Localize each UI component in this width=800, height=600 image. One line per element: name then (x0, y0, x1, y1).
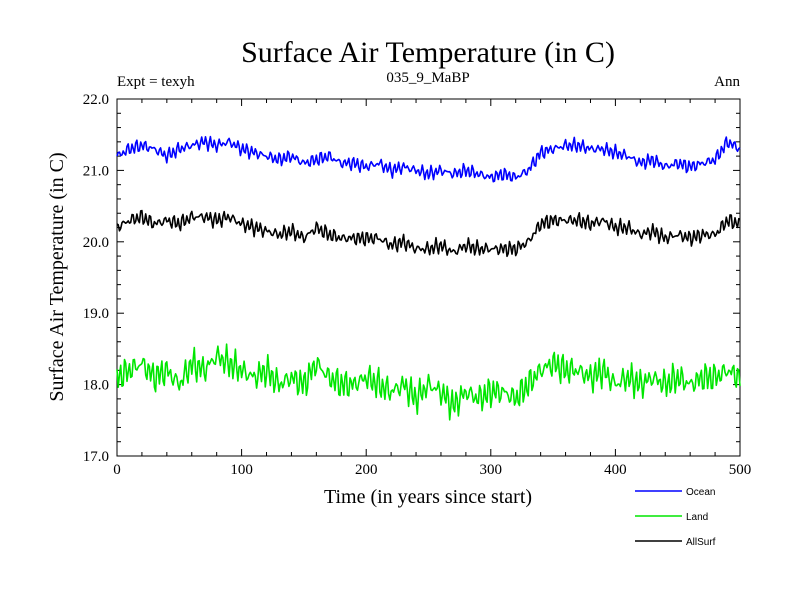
y-tick-label: 21.0 (83, 163, 109, 179)
x-tick-label: 400 (604, 462, 627, 478)
x-axis-label: Time (in years since start) (324, 486, 532, 508)
series-line-ocean (116, 135, 741, 183)
y-tick-label: 22.0 (83, 92, 109, 108)
chart-subtitle: 035_9_MaBP (386, 70, 469, 86)
period-label: Ann (714, 74, 740, 90)
legend-label-ocean: Ocean (686, 487, 715, 498)
x-tick-label: 0 (113, 462, 121, 478)
legend: Ocean Land AllSurf (635, 487, 716, 548)
legend-label-allsurf: AllSurf (686, 537, 716, 548)
y-tick-label: 19.0 (83, 306, 109, 322)
legend-label-land: Land (686, 512, 708, 523)
plot-frame (116, 98, 741, 457)
plot-area (116, 135, 741, 421)
x-tick-label: 300 (480, 462, 503, 478)
experiment-label: Expt = texyh (117, 74, 195, 90)
y-tick-label: 18.0 (83, 378, 109, 394)
y-tick-label: 20.0 (83, 235, 109, 251)
x-tick-label: 200 (355, 462, 378, 478)
y-axis-label: Surface Air Temperature (in C) (46, 152, 68, 401)
x-tick-label: 100 (230, 462, 253, 478)
x-axis: 0 100 200 300 400 500 (113, 99, 751, 478)
y-tick-label: 17.0 (83, 449, 109, 465)
y-axis: 17.0 18.0 19.0 20.0 21.0 22.0 (83, 92, 740, 465)
chart-title: Surface Air Temperature (in C) (241, 36, 615, 69)
x-tick-label: 500 (729, 462, 752, 478)
series-line-land (116, 343, 741, 421)
series-line-allsurf (116, 209, 741, 258)
